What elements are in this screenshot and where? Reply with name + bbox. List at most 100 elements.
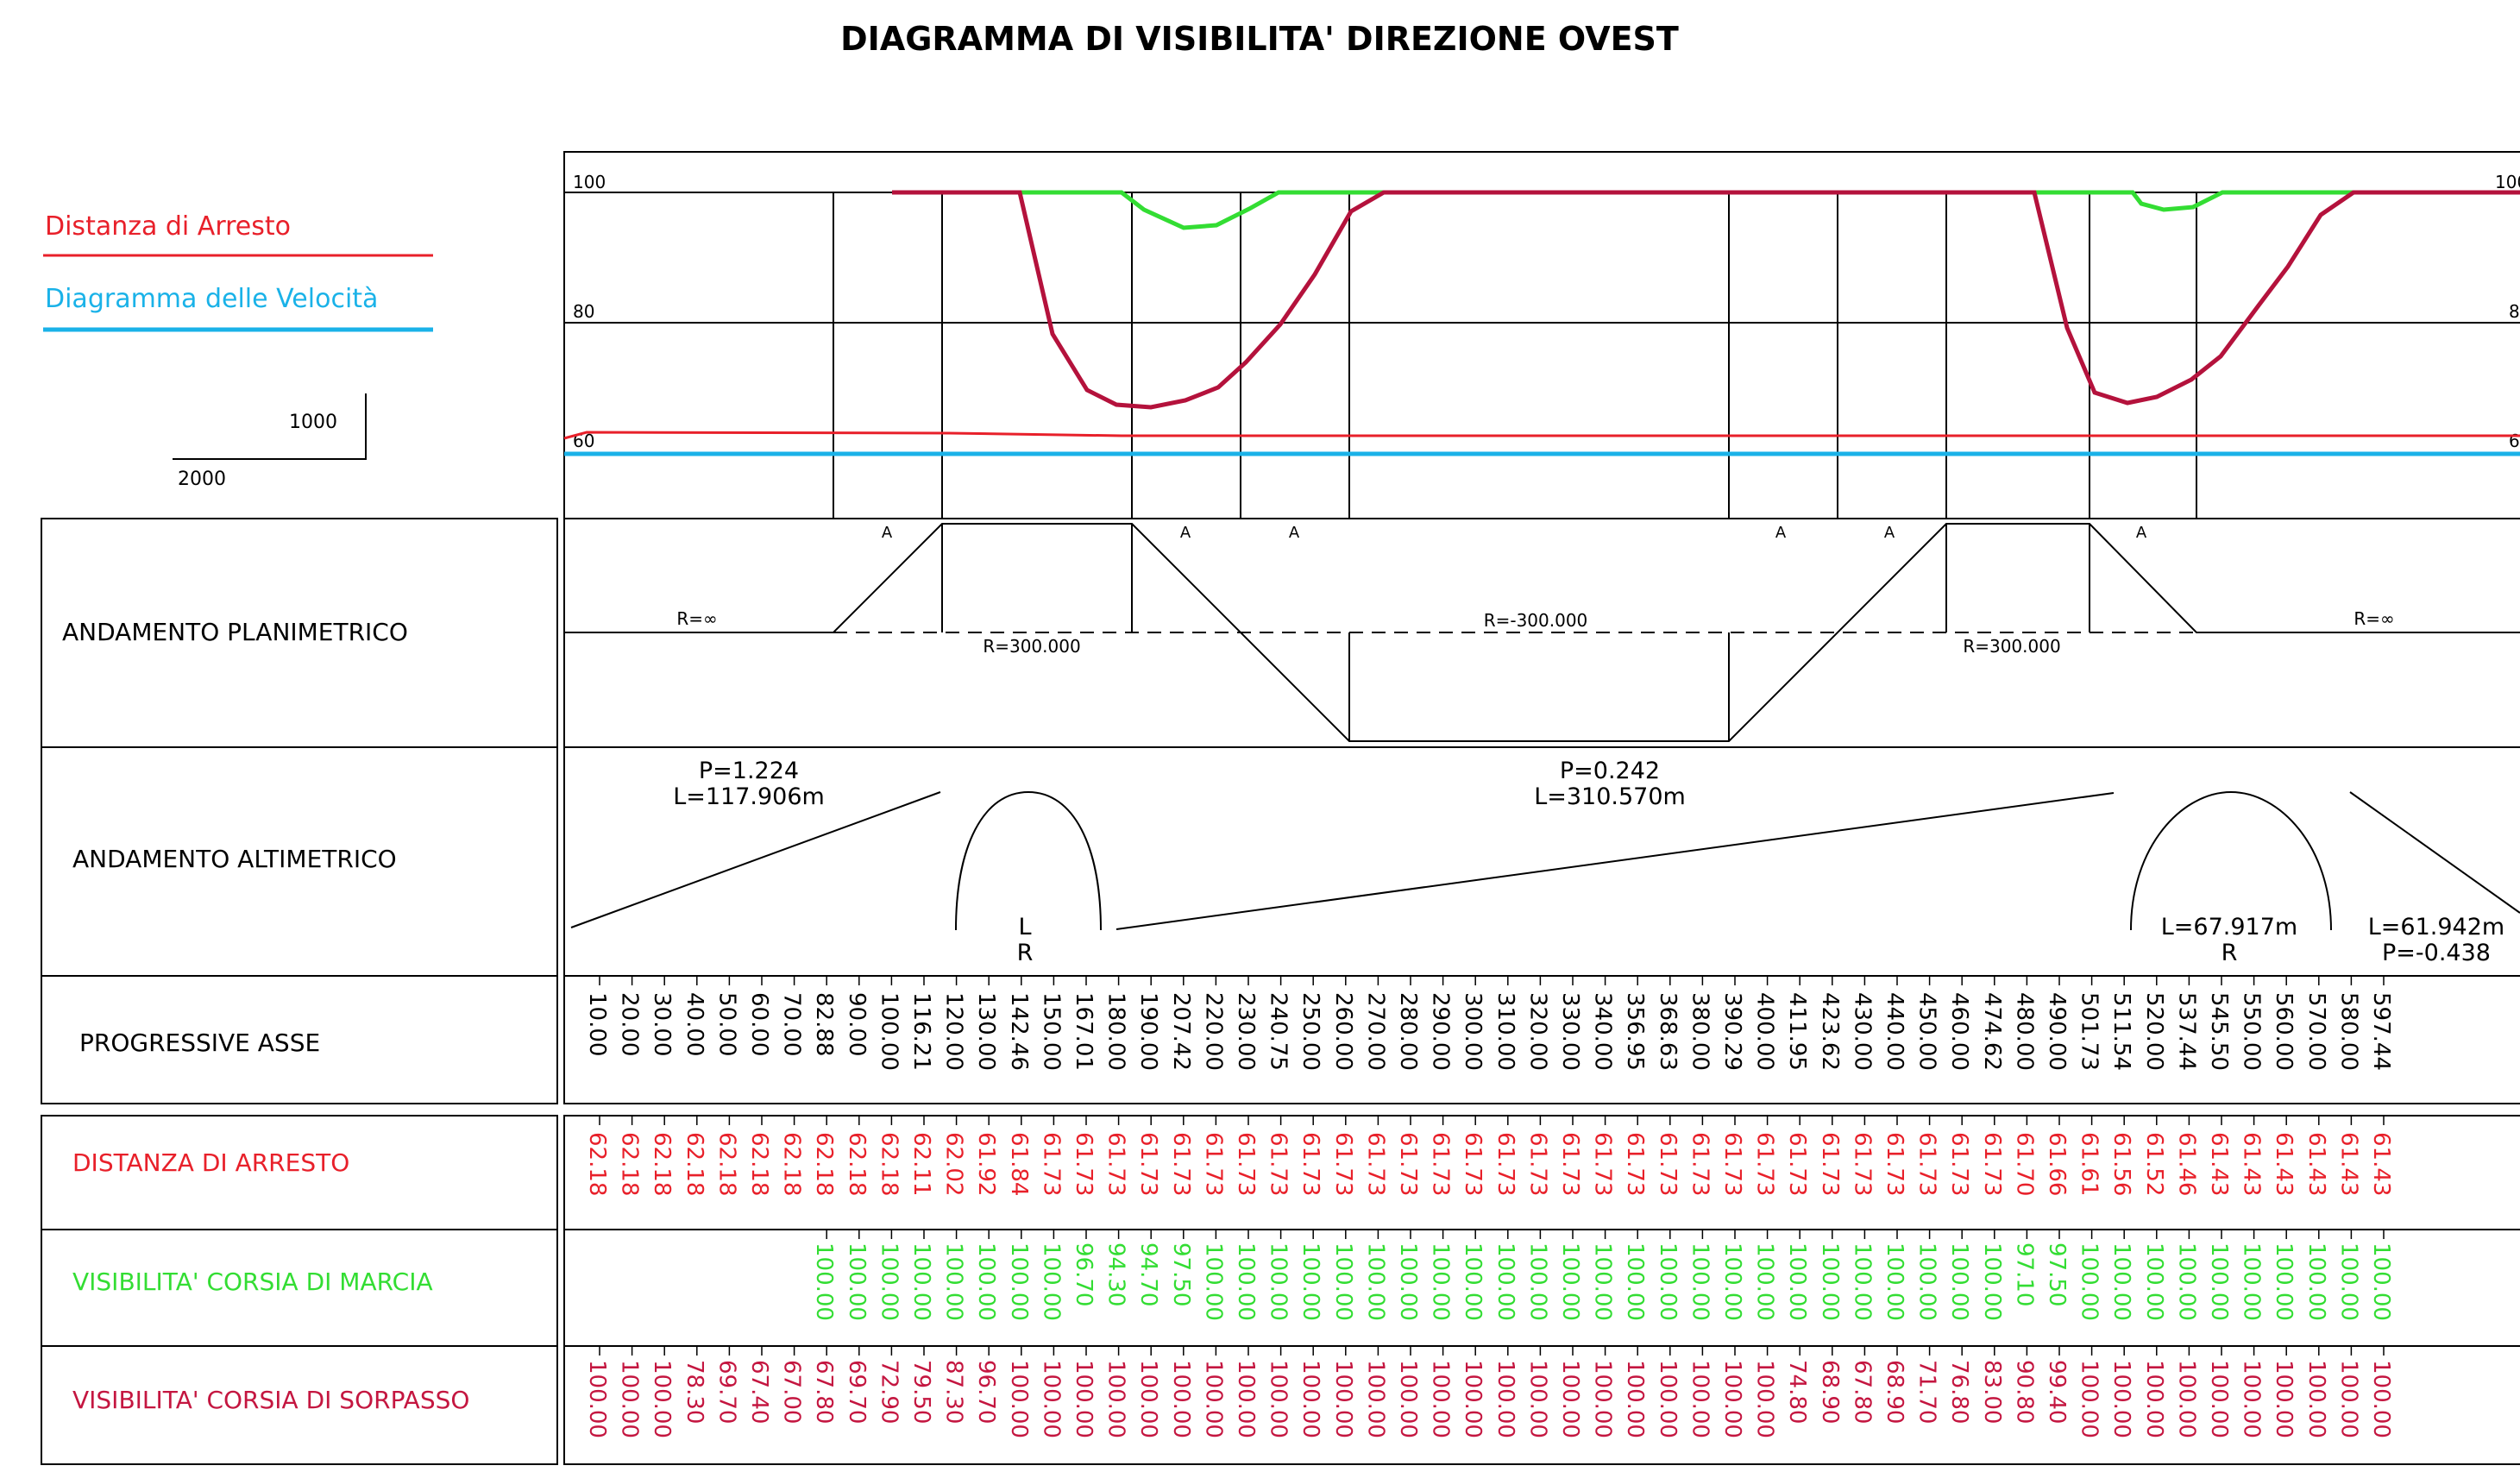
station-label: 20.00	[617, 992, 643, 1056]
station-label: 580.00	[2335, 992, 2361, 1071]
grade-label: P=-0.438	[2382, 940, 2491, 966]
lower-labels-frame	[41, 1115, 558, 1465]
sorpasso-visibility-value: 67.00	[779, 1360, 805, 1424]
station-label: 310.00	[1493, 992, 1518, 1071]
stop-distance-value: 61.43	[2206, 1132, 2232, 1196]
stop-distance-value: 61.43	[2335, 1132, 2361, 1196]
planimetric-curvature-line	[564, 523, 2520, 742]
station-label: 280.00	[1395, 992, 1421, 1071]
station-label: 116.21	[908, 992, 934, 1071]
marcia-visibility-value: 100.00	[1233, 1242, 1259, 1321]
profile-table: ANDAMENTO PLANIMETRICO ANDAMENTO ALTIMET…	[41, 518, 2520, 1465]
length-label: L=117.906m	[673, 783, 825, 810]
point-marker-a: A	[1775, 524, 1787, 542]
legend-speed-label: Diagramma delle Velocità	[45, 284, 378, 314]
sorpasso-visibility-value: 69.70	[844, 1360, 870, 1424]
sorpasso-visibility-value: 96.70	[973, 1360, 999, 1424]
marcia-visibility-value: 100.00	[1362, 1242, 1388, 1321]
stop-distance-value: 61.66	[2044, 1132, 2070, 1196]
stop-distance-value: 61.61	[2077, 1132, 2102, 1196]
grade-line	[570, 791, 941, 928]
stop-distance-value: 62.11	[908, 1132, 934, 1196]
marcia-visibility-value: 100.00	[1006, 1242, 1032, 1321]
stop-distance-value: 61.56	[2108, 1132, 2134, 1196]
sorpasso-visibility-value: 100.00	[1168, 1360, 1194, 1438]
grade-line	[1115, 792, 2115, 930]
curve-label: L=61.942m	[2368, 914, 2504, 940]
legend-stop-label: Distanza di Arresto	[45, 211, 291, 242]
stop-distance-value: 61.73	[1200, 1132, 1226, 1196]
stop-distance-value: 61.73	[1882, 1132, 1907, 1196]
station-label: 50.00	[713, 992, 739, 1056]
marcia-visibility-value: 100.00	[1590, 1242, 1616, 1321]
station-label: 180.00	[1103, 992, 1129, 1071]
marcia-visibility-value: 100.00	[2239, 1242, 2265, 1321]
marcia-visibility-value: 100.00	[1622, 1242, 1648, 1321]
stop-distance-value: 61.43	[2303, 1132, 2329, 1196]
station-label: 120.00	[941, 992, 967, 1071]
sorpasso-visibility-value: 87.30	[941, 1360, 967, 1424]
station-label: 60.00	[746, 992, 772, 1056]
marcia-visibility-value: 100.00	[1655, 1242, 1681, 1321]
sorpasso-visibility-value: 100.00	[2368, 1360, 2394, 1438]
stop-distance-value: 62.18	[844, 1132, 870, 1196]
marcia-visibility-value: 100.00	[844, 1242, 870, 1321]
marcia-visibility-value: 97.50	[1168, 1242, 1194, 1306]
stop-distance-value: 62.18	[584, 1132, 610, 1196]
marcia-visibility-value: 100.00	[2108, 1242, 2134, 1321]
speed-chart: 100 80 60 100 8 6	[563, 151, 2520, 518]
scale-indicator: 1000 2000	[173, 393, 367, 490]
stop-distance-value: 61.43	[2239, 1132, 2265, 1196]
stop-distance-value: 61.73	[1428, 1132, 1454, 1196]
marcia-visibility-value: 100.00	[1395, 1242, 1421, 1321]
row-label-progressive: PROGRESSIVE ASSE	[79, 1029, 320, 1057]
station-label: 490.00	[2044, 992, 2070, 1071]
station-label: 597.44	[2368, 992, 2394, 1071]
tick-label-right-80: 8	[2509, 301, 2520, 322]
stop-distance-value: 61.73	[1460, 1132, 1486, 1196]
stop-distance-value: 61.43	[2271, 1132, 2297, 1196]
stop-distance-value: 61.73	[1103, 1132, 1129, 1196]
station-label: 150.00	[1038, 992, 1064, 1071]
station-label: 190.00	[1135, 992, 1161, 1071]
sorpasso-visibility-value: 68.90	[1882, 1360, 1907, 1424]
stop-distance-value: 61.84	[1006, 1132, 1032, 1196]
station-label: 207.42	[1168, 992, 1194, 1071]
marcia-visibility-value: 100.00	[811, 1242, 837, 1321]
curve-marcia-visibility	[892, 190, 2520, 230]
point-marker-a: A	[1180, 524, 1191, 542]
grade-label: P=0.242	[1560, 758, 1660, 784]
station-label: 380.00	[1687, 992, 1712, 1071]
sorpasso-visibility-value: 100.00	[1200, 1360, 1226, 1438]
stop-distance-value: 62.18	[811, 1132, 837, 1196]
stop-distance-value: 61.73	[1524, 1132, 1550, 1196]
sorpasso-visibility-value: 100.00	[1266, 1360, 1291, 1438]
station-label: 142.46	[1006, 992, 1032, 1071]
marcia-visibility-value: 100.00	[1557, 1242, 1583, 1321]
marcia-visibility-value: 100.00	[2368, 1242, 2394, 1321]
marcia-visibility-value: 100.00	[2141, 1242, 2167, 1321]
grade-line	[2349, 791, 2520, 914]
sorpasso-visibility-value: 100.00	[1493, 1360, 1518, 1438]
sorpasso-visibility-value: 100.00	[1524, 1360, 1550, 1438]
stop-distance-value: 62.18	[779, 1132, 805, 1196]
marcia-visibility-value: 100.00	[1914, 1242, 1940, 1321]
stop-distance-value: 62.18	[713, 1132, 739, 1196]
stop-distance-value: 62.18	[682, 1132, 707, 1196]
page-title: DIAGRAMMA DI VISIBILITA' DIREZIONE OVEST	[840, 20, 1679, 58]
marcia-visibility-value: 100.00	[1266, 1242, 1291, 1321]
station-label: 250.00	[1298, 992, 1323, 1071]
marcia-visibility-value: 100.00	[2077, 1242, 2102, 1321]
stop-distance-value: 61.73	[1687, 1132, 1712, 1196]
vertical-curve	[955, 790, 1102, 931]
sorpasso-visibility-value: 100.00	[1655, 1360, 1681, 1438]
stop-distance-value: 61.73	[1330, 1132, 1356, 1196]
marcia-visibility-value: 100.00	[1849, 1242, 1875, 1321]
station-label: 520.00	[2141, 992, 2167, 1071]
stop-distance-value: 61.73	[1946, 1132, 1972, 1196]
marcia-visibility-value: 100.00	[1687, 1242, 1712, 1321]
curve-stop-distance	[563, 431, 2520, 440]
stop-distance-value: 61.73	[1233, 1132, 1259, 1196]
marcia-visibility-value: 100.00	[2271, 1242, 2297, 1321]
